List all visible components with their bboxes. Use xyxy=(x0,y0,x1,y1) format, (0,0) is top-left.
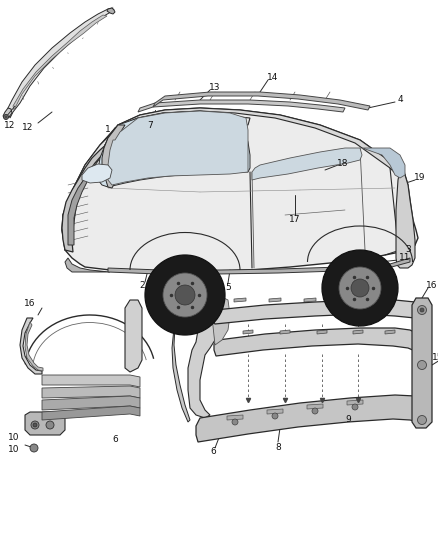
Text: 6: 6 xyxy=(210,448,216,456)
Circle shape xyxy=(352,404,358,410)
Polygon shape xyxy=(252,148,362,180)
Circle shape xyxy=(312,408,318,414)
Circle shape xyxy=(417,416,427,424)
Polygon shape xyxy=(210,296,230,345)
Text: 17: 17 xyxy=(289,215,301,224)
Circle shape xyxy=(351,279,369,297)
Text: 12: 12 xyxy=(22,124,34,133)
Polygon shape xyxy=(13,15,107,110)
Polygon shape xyxy=(138,100,345,112)
Text: 18: 18 xyxy=(337,158,349,167)
Polygon shape xyxy=(339,298,351,302)
Text: 14: 14 xyxy=(267,72,279,82)
Circle shape xyxy=(322,250,398,326)
Polygon shape xyxy=(212,300,425,324)
Polygon shape xyxy=(243,330,253,334)
Polygon shape xyxy=(196,395,424,442)
Polygon shape xyxy=(8,8,114,118)
Circle shape xyxy=(4,115,8,119)
Text: 11: 11 xyxy=(399,254,411,262)
Circle shape xyxy=(420,308,424,312)
Text: 1: 1 xyxy=(105,125,111,134)
Polygon shape xyxy=(25,412,65,435)
Text: 6: 6 xyxy=(112,435,118,445)
Circle shape xyxy=(33,423,37,427)
Text: 16: 16 xyxy=(24,298,36,308)
Text: 5: 5 xyxy=(225,282,231,292)
Polygon shape xyxy=(42,375,140,387)
Polygon shape xyxy=(3,108,12,119)
Circle shape xyxy=(163,273,207,317)
Polygon shape xyxy=(362,148,405,178)
Circle shape xyxy=(272,413,278,419)
Polygon shape xyxy=(108,111,248,185)
Polygon shape xyxy=(62,143,108,252)
Polygon shape xyxy=(214,328,420,356)
Text: 10: 10 xyxy=(8,433,20,442)
Circle shape xyxy=(30,444,38,452)
Polygon shape xyxy=(68,168,95,245)
Text: 13: 13 xyxy=(209,83,221,92)
Polygon shape xyxy=(347,400,363,405)
Polygon shape xyxy=(396,165,415,268)
Polygon shape xyxy=(25,322,43,371)
Text: 9: 9 xyxy=(345,416,351,424)
Polygon shape xyxy=(62,116,250,250)
Circle shape xyxy=(31,421,39,429)
Polygon shape xyxy=(385,330,395,334)
Polygon shape xyxy=(353,330,363,334)
Polygon shape xyxy=(102,125,125,188)
Text: 7: 7 xyxy=(147,120,153,130)
Circle shape xyxy=(175,285,195,305)
Polygon shape xyxy=(269,298,281,302)
Polygon shape xyxy=(412,298,432,428)
Text: 12: 12 xyxy=(4,120,16,130)
Text: 3: 3 xyxy=(405,246,411,254)
Polygon shape xyxy=(104,108,405,178)
Text: 10: 10 xyxy=(8,446,20,455)
Polygon shape xyxy=(98,111,250,187)
Polygon shape xyxy=(125,300,142,372)
Text: 8: 8 xyxy=(275,442,281,451)
Circle shape xyxy=(46,421,54,429)
Circle shape xyxy=(339,267,381,309)
Text: 15: 15 xyxy=(432,353,438,362)
Text: 16: 16 xyxy=(426,280,438,289)
Polygon shape xyxy=(42,406,140,420)
Circle shape xyxy=(145,255,225,335)
Polygon shape xyxy=(280,330,290,334)
Polygon shape xyxy=(108,258,410,274)
Text: 19: 19 xyxy=(414,174,426,182)
Circle shape xyxy=(417,360,427,369)
Circle shape xyxy=(232,419,238,425)
Polygon shape xyxy=(267,409,283,414)
Polygon shape xyxy=(374,298,386,302)
Polygon shape xyxy=(42,386,140,398)
Polygon shape xyxy=(317,330,327,334)
Polygon shape xyxy=(62,108,418,272)
Polygon shape xyxy=(20,318,42,374)
Polygon shape xyxy=(82,164,112,183)
Text: 2: 2 xyxy=(139,281,145,290)
Polygon shape xyxy=(153,92,370,110)
Text: 4: 4 xyxy=(397,95,403,104)
Polygon shape xyxy=(107,8,115,14)
Polygon shape xyxy=(178,298,215,418)
Polygon shape xyxy=(234,298,246,302)
Polygon shape xyxy=(304,298,316,302)
Polygon shape xyxy=(172,308,190,422)
Polygon shape xyxy=(307,404,323,409)
Polygon shape xyxy=(65,258,110,272)
Circle shape xyxy=(5,116,7,118)
Circle shape xyxy=(417,305,427,314)
Polygon shape xyxy=(42,396,140,410)
Polygon shape xyxy=(227,415,243,420)
